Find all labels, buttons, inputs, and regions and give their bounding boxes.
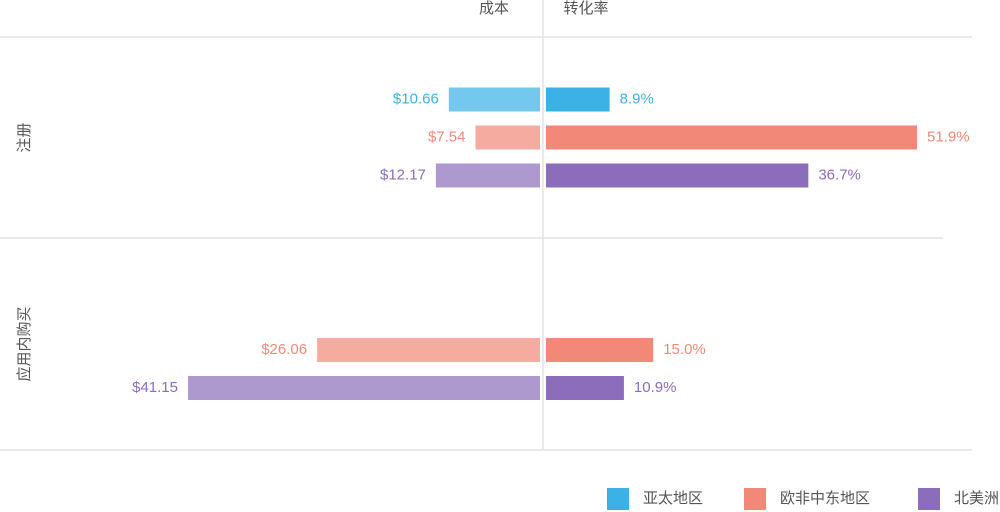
group-label: 应用内购买 <box>15 306 33 381</box>
group-label: 注册 <box>16 122 33 152</box>
bar <box>317 338 540 362</box>
bar <box>546 338 654 362</box>
value-label: 15.0% <box>663 341 706 358</box>
value-label: $10.66 <box>393 90 439 107</box>
value-label: 8.9% <box>620 90 654 107</box>
value-label: $12.17 <box>380 166 426 183</box>
bar <box>546 163 809 188</box>
legend-swatch <box>607 488 629 510</box>
bar <box>546 376 624 400</box>
bar <box>188 376 540 400</box>
bar <box>546 87 610 112</box>
value-label: $41.15 <box>132 379 178 396</box>
bar <box>448 87 540 112</box>
value-label: 10.9% <box>634 379 677 396</box>
legend-label: 欧非中东地区 <box>780 490 870 507</box>
value-label: $26.06 <box>261 341 307 358</box>
legend-label: 北美洲 <box>954 490 999 507</box>
legend-label: 亚太地区 <box>643 490 703 507</box>
panel-title: 转化率 <box>563 0 608 17</box>
bar <box>475 125 540 150</box>
bar <box>546 125 917 150</box>
value-label: $7.54 <box>428 128 466 145</box>
value-label: 51.9% <box>927 128 970 145</box>
value-label: 36.7% <box>818 166 861 183</box>
legend-swatch <box>744 488 766 510</box>
legend-swatch <box>918 488 940 510</box>
bar <box>435 163 540 188</box>
panel-title: 成本 <box>479 0 509 17</box>
